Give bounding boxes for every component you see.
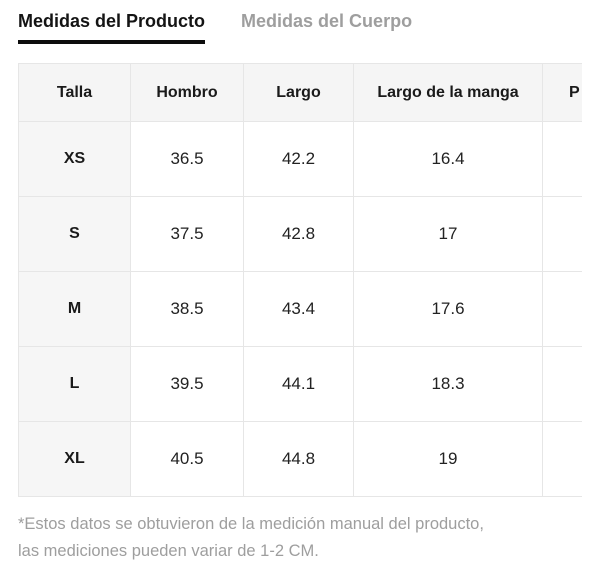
tab-medidas-del-producto[interactable]: Medidas del Producto [18, 10, 206, 44]
cell-largo-manga: 19 [353, 421, 543, 497]
cell-clipped [542, 346, 582, 422]
table-row-xs: XS 36.5 42.2 16.4 [18, 121, 582, 197]
table-row-m: M 38.5 43.4 17.6 [18, 271, 582, 347]
measurement-disclaimer: *Estos datos se obtuvieron de la medició… [18, 511, 582, 565]
cell-hombro: 36.5 [130, 121, 244, 197]
table-header-row: Talla Hombro Largo Largo de la manga P [18, 63, 582, 122]
cell-hombro: 40.5 [130, 421, 244, 497]
disclaimer-line-2: las mediciones pueden variar de 1-2 CM. [18, 542, 319, 560]
cell-hombro: 38.5 [130, 271, 244, 347]
cell-largo-manga: 16.4 [353, 121, 543, 197]
size-table: Talla Hombro Largo Largo de la manga P X… [18, 63, 582, 497]
disclaimer-line-1: *Estos datos se obtuvieron de la medició… [18, 515, 484, 533]
table-row-xl: XL 40.5 44.8 19 [18, 421, 582, 497]
cell-largo: 44.1 [243, 346, 354, 422]
column-header-clipped: P [542, 63, 582, 122]
table-row-l: L 39.5 44.1 18.3 [18, 346, 582, 422]
tab-medidas-del-cuerpo[interactable]: Medidas del Cuerpo [241, 11, 413, 31]
cell-largo: 44.8 [243, 421, 354, 497]
column-header-talla: Talla [18, 63, 131, 122]
size-label: M [18, 271, 131, 347]
cell-largo: 43.4 [243, 271, 354, 347]
column-header-largo: Largo [243, 63, 354, 122]
table-row-s: S 37.5 42.8 17 [18, 196, 582, 272]
cell-largo-manga: 17.6 [353, 271, 543, 347]
size-label: L [18, 346, 131, 422]
cell-clipped [542, 421, 582, 497]
size-table-scroll-container[interactable]: Talla Hombro Largo Largo de la manga P X… [18, 63, 582, 497]
size-guide-panel: Medidas del Producto Medidas del Cuerpo … [18, 0, 582, 565]
size-label: S [18, 196, 131, 272]
cell-hombro: 37.5 [130, 196, 244, 272]
cell-hombro: 39.5 [130, 346, 244, 422]
column-header-largo-de-la-manga: Largo de la manga [353, 63, 543, 122]
cell-clipped [542, 121, 582, 197]
cell-clipped [542, 196, 582, 272]
cell-clipped [542, 271, 582, 347]
column-header-hombro: Hombro [130, 63, 244, 122]
size-label: XL [18, 421, 131, 497]
tab-bar: Medidas del Producto Medidas del Cuerpo [18, 0, 582, 44]
size-label: XS [18, 121, 131, 197]
cell-largo: 42.8 [243, 196, 354, 272]
cell-largo: 42.2 [243, 121, 354, 197]
cell-largo-manga: 17 [353, 196, 543, 272]
cell-largo-manga: 18.3 [353, 346, 543, 422]
